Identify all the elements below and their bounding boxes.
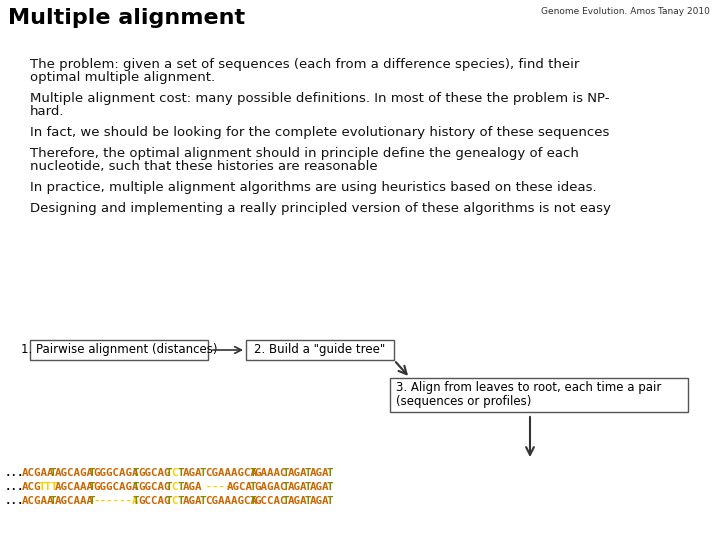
Text: T: T (305, 482, 311, 492)
Text: T: T (177, 482, 184, 492)
Text: AGCA: AGCA (227, 482, 253, 492)
Text: Genome Evolution. Amos Tanay 2010: Genome Evolution. Amos Tanay 2010 (541, 7, 710, 16)
Text: T: T (199, 496, 206, 506)
Text: Multiple alignment: Multiple alignment (8, 8, 245, 28)
Text: T: T (282, 468, 289, 478)
Text: C: C (171, 468, 178, 478)
Text: T: T (166, 468, 173, 478)
Text: ----: ---- (199, 482, 232, 492)
Text: ...: ... (5, 496, 24, 506)
Text: AGA: AGA (288, 496, 307, 506)
Bar (30, 340, 208, 360)
Text: T: T (249, 496, 256, 506)
Text: T: T (327, 482, 333, 492)
Text: ...: ... (5, 468, 24, 478)
Text: ------A: ------A (94, 496, 139, 506)
Text: T: T (177, 496, 184, 506)
Text: T: T (249, 482, 256, 492)
Text: AGA: AGA (183, 468, 202, 478)
Text: C: C (171, 496, 178, 506)
Text: T: T (249, 468, 256, 478)
Text: GCCAC: GCCAC (255, 496, 287, 506)
Text: T: T (89, 496, 95, 506)
Text: T: T (282, 496, 289, 506)
Text: AGA: AGA (183, 496, 202, 506)
Text: ACGAA: ACGAA (22, 496, 54, 506)
Text: AGA: AGA (288, 482, 307, 492)
Text: T: T (132, 482, 139, 492)
Text: T: T (166, 496, 173, 506)
Text: T: T (50, 468, 56, 478)
Text: T: T (327, 468, 333, 478)
Text: CGAAAGCA: CGAAAGCA (204, 468, 257, 478)
Text: GGCAG: GGCAG (138, 482, 171, 492)
Text: T: T (89, 482, 95, 492)
Text: ACG: ACG (22, 482, 41, 492)
Text: AGA: AGA (310, 468, 330, 478)
Text: ...: ... (5, 482, 24, 492)
Text: GAGAC: GAGAC (255, 482, 287, 492)
Text: T: T (132, 468, 139, 478)
Text: GGCAG: GGCAG (138, 468, 171, 478)
Text: nucleotide, such that these histories are reasonable: nucleotide, such that these histories ar… (30, 160, 377, 173)
Text: The problem: given a set of sequences (each from a difference species), find the: The problem: given a set of sequences (e… (30, 58, 580, 71)
Text: optimal multiple alignment.: optimal multiple alignment. (30, 71, 215, 84)
Text: T: T (177, 468, 184, 478)
Text: GCCAG: GCCAG (138, 496, 171, 506)
Text: In fact, we should be looking for the complete evolutionary history of these seq: In fact, we should be looking for the co… (30, 126, 609, 139)
Bar (246, 340, 394, 360)
Text: Therefore, the optimal alignment should in principle define the genealogy of eac: Therefore, the optimal alignment should … (30, 147, 579, 160)
Text: 3. Align from leaves to root, each time a pair: 3. Align from leaves to root, each time … (396, 381, 662, 394)
Text: AGCAGA: AGCAGA (55, 468, 94, 478)
Text: CGAAAGCA: CGAAAGCA (204, 496, 257, 506)
Bar (390, 378, 688, 412)
Text: GGGCAGA: GGGCAGA (94, 482, 139, 492)
Text: T: T (132, 496, 139, 506)
Text: T: T (199, 468, 206, 478)
Text: T: T (166, 482, 173, 492)
Text: GGGCAGA: GGGCAGA (94, 468, 139, 478)
Text: C: C (171, 482, 178, 492)
Text: T: T (89, 468, 95, 478)
Text: AGA: AGA (310, 496, 330, 506)
Text: In practice, multiple alignment algorithms are using heuristics based on these i: In practice, multiple alignment algorith… (30, 181, 597, 194)
Text: TTT: TTT (38, 482, 58, 492)
Text: ACGAA: ACGAA (22, 468, 54, 478)
Text: AGA: AGA (183, 482, 202, 492)
Text: T: T (305, 496, 311, 506)
Text: AGCAAA: AGCAAA (55, 496, 94, 506)
Text: (sequences or profiles): (sequences or profiles) (396, 395, 531, 408)
Text: T: T (327, 496, 333, 506)
Text: T: T (282, 482, 289, 492)
Text: GAAAC: GAAAC (255, 468, 287, 478)
Text: AGA: AGA (310, 482, 330, 492)
Text: Designing and implementing a really principled version of these algorithms is no: Designing and implementing a really prin… (30, 202, 611, 215)
Text: AGA: AGA (288, 468, 307, 478)
Text: 1. Pairwise alignment (distances): 1. Pairwise alignment (distances) (21, 343, 217, 356)
Text: 2. Build a "guide tree": 2. Build a "guide tree" (254, 343, 386, 356)
Text: T: T (50, 496, 56, 506)
Text: T: T (305, 468, 311, 478)
Text: hard.: hard. (30, 105, 65, 118)
Text: AGCAAA: AGCAAA (55, 482, 94, 492)
Text: Multiple alignment cost: many possible definitions. In most of these the problem: Multiple alignment cost: many possible d… (30, 92, 610, 105)
